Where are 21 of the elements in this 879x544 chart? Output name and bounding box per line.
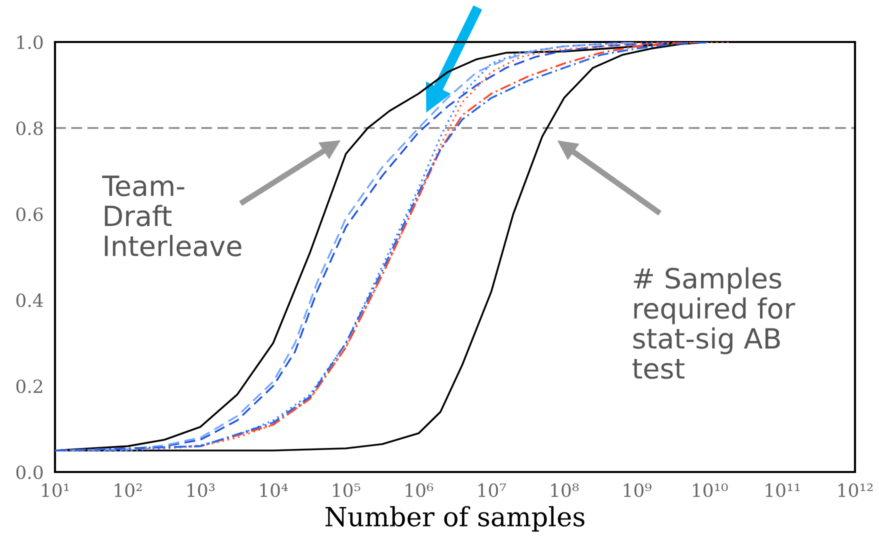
- x-tick-label: 10¹: [42, 483, 69, 498]
- annotation: # Samples required for stat-sig AB test: [632, 267, 796, 379]
- x-tick-label: 10⁸: [551, 483, 579, 498]
- x-tick-label: 10⁷: [478, 483, 506, 498]
- x-axis-title: Number of samples: [326, 506, 584, 532]
- x-tick-label: 10⁶: [406, 483, 434, 498]
- y-tick-label: 0.0: [16, 465, 43, 480]
- x-tick-label: 10²: [114, 483, 142, 498]
- x-tick-label: 10¹¹: [766, 483, 800, 498]
- y-tick-label: 0.6: [16, 207, 43, 222]
- x-tick-label: 10⁴: [260, 483, 288, 498]
- y-tick-label: 0.8: [16, 121, 43, 136]
- x-tick-label: 10⁹: [624, 483, 652, 498]
- x-tick-label: 10¹²: [838, 483, 873, 498]
- x-tick-label: 10³: [188, 483, 215, 498]
- x-tick-label: 10¹⁰: [693, 483, 728, 498]
- annotation: Team- Draft Interleave: [102, 176, 242, 256]
- x-tick-label: 10⁵: [333, 483, 360, 498]
- y-tick-label: 0.2: [16, 379, 42, 394]
- y-tick-label: 0.4: [16, 293, 43, 308]
- y-tick-label: 1.0: [17, 35, 43, 50]
